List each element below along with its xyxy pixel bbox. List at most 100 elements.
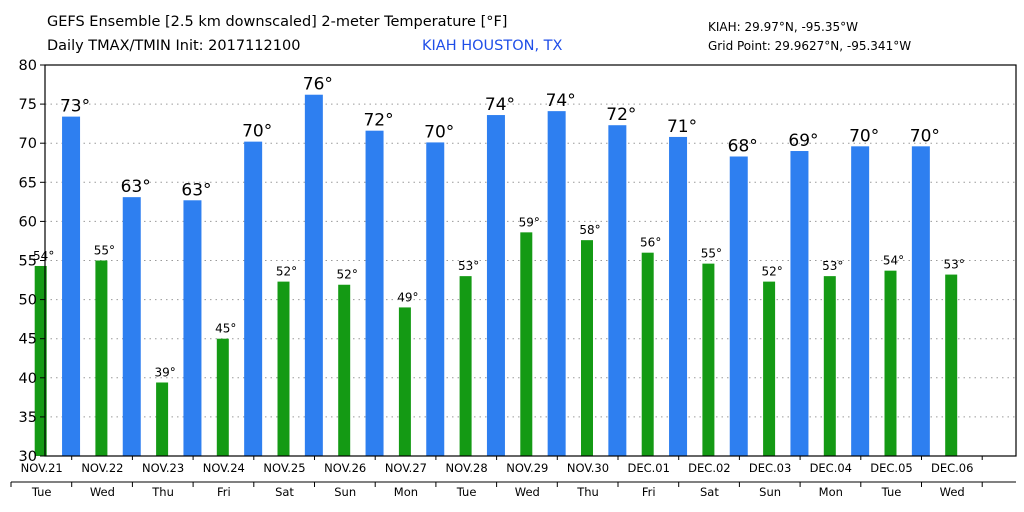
tmax-label: 74° [546,91,576,111]
tmax-label: 63° [181,180,211,200]
x-tick-weekday: Thu [576,485,599,499]
x-tick-weekday: Thu [151,485,174,499]
tmin-label: 58° [579,223,600,237]
tmax-label: 63° [121,177,151,197]
tmax-bar [122,197,141,456]
x-tick-weekday: Wed [515,485,540,499]
tmin-label: 56° [640,236,661,250]
tmin-bar [398,307,411,456]
tmin-label: 55° [94,244,115,258]
y-tick-label: 55 [19,254,37,270]
plot-frame [44,64,1017,457]
tmax-label: 71° [667,117,697,137]
x-tick-weekday: Sun [759,485,781,499]
tmax-bar [62,116,81,456]
y-tick-label: 75 [19,97,37,113]
x-tick-weekday: Mon [394,485,418,499]
x-tick-weekday: Tue [31,485,52,499]
tmax-label: 73° [60,97,90,117]
x-tick-date: NOV.23 [142,461,184,475]
x-tick-weekday: Tue [456,485,477,499]
tmin-bar [459,276,472,456]
tmax-bar [547,111,566,456]
tmin-bar [641,252,654,456]
x-tick-date: DEC.01 [627,461,669,475]
tmax-label: 72° [606,105,636,125]
station-coordinates: KIAH: 29.97°N, -95.35°W [708,20,859,34]
x-tick-date: NOV.28 [446,461,488,475]
tmin-label: 53° [458,259,479,273]
tmin-label: 54° [33,249,54,263]
tmax-label: 70° [849,126,879,146]
tmin-label: 54° [883,254,904,268]
tmin-label: 53° [822,259,843,273]
tmin-bar [884,270,897,456]
x-tick-date: DEC.03 [749,461,791,475]
tmin-bar [338,284,351,456]
tmax-bar [183,200,202,456]
tmin-bar [945,274,958,456]
chart-subtitle: Daily TMAX/TMIN Init: 2017112100 [47,38,301,54]
tmax-bar [304,94,323,456]
tmax-label: 70° [910,126,940,146]
x-tick-date: NOV.24 [203,461,245,475]
tmax-label: 72° [363,111,393,131]
x-tick-date: NOV.21 [21,461,63,475]
y-tick-label: 70 [19,136,37,152]
x-tick-date: NOV.30 [567,461,609,475]
tmax-label: 76° [303,75,333,95]
x-tick-weekday: Sat [700,485,719,499]
tmin-bar [763,281,776,456]
x-tick-date: DEC.06 [931,461,973,475]
tmin-bar [34,265,47,456]
x-tick-date: DEC.02 [688,461,730,475]
x-tick-date: NOV.26 [324,461,366,475]
tmin-label: 59° [519,215,540,229]
y-tick-label: 50 [19,293,37,309]
x-tick-date: NOV.29 [506,461,548,475]
tmax-bar [244,141,263,457]
tmin-label: 45° [215,322,236,336]
tmax-bar [911,146,930,456]
tmin-label: 53° [944,258,965,272]
tmax-bar [669,136,688,456]
tmax-label: 69° [788,131,818,151]
tmin-label: 52° [761,265,782,279]
y-tick-label: 35 [19,410,37,426]
tmin-label: 55° [701,247,722,261]
tmin-label: 52° [276,265,297,279]
tmax-label: 70° [242,122,272,142]
tmin-label: 49° [397,290,418,304]
x-tick-weekday: Mon [819,485,843,499]
tmax-bar [426,142,445,456]
tmax-bar [365,130,384,457]
station-name: KIAH HOUSTON, TX [422,38,563,54]
tmin-label: 52° [337,268,358,282]
y-tick-label: 30 [19,449,37,465]
tmin-bar [277,281,290,456]
grid-point-coordinates: Grid Point: 29.9627°N, -95.341°W [708,39,912,53]
tmin-bar [156,382,169,456]
tmin-bar [702,263,715,456]
x-tick-date: NOV.25 [263,461,305,475]
chart-title: GEFS Ensemble [2.5 km downscaled] 2-mete… [47,14,508,30]
tmin-label: 39° [154,365,175,379]
tmin-bar [95,260,108,456]
x-tick-date: NOV.22 [81,461,123,475]
x-tick-weekday: Wed [90,485,115,499]
x-tick-date: DEC.05 [870,461,912,475]
y-tick-label: 80 [19,58,37,74]
x-tick-weekday: Sun [334,485,356,499]
tmin-bar [216,338,229,456]
tmax-label: 74° [485,95,515,115]
tmax-bar [790,151,809,456]
tmin-bar [823,276,836,456]
tmax-bar [729,156,748,456]
x-tick-weekday: Wed [940,485,965,499]
x-tick-date: NOV.27 [385,461,427,475]
x-tick-weekday: Sat [275,485,294,499]
tmax-bar [608,125,627,457]
y-tick-label: 45 [19,332,37,348]
y-tick-label: 40 [19,371,37,387]
